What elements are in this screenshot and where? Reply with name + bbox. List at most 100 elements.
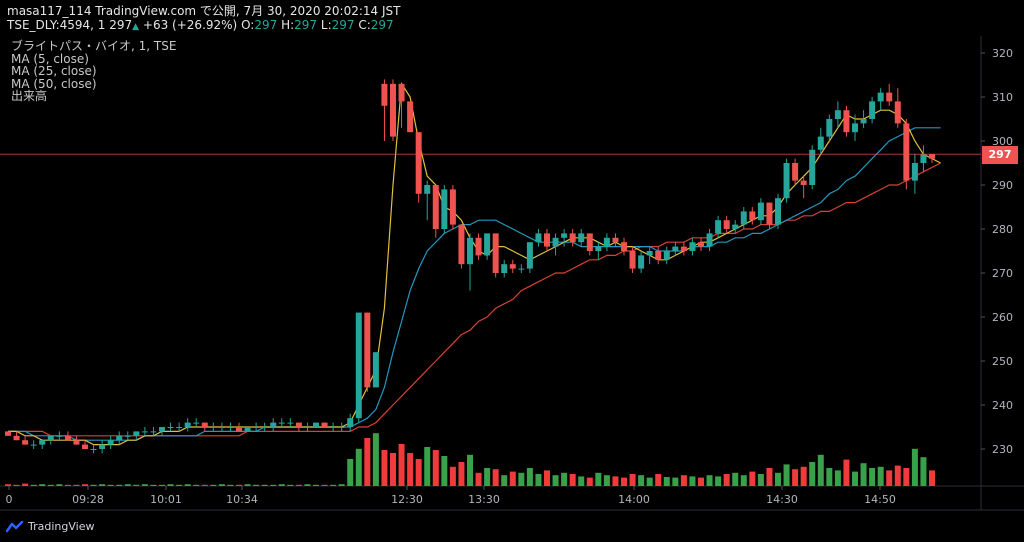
volume-bar bbox=[236, 484, 242, 486]
volume-bar bbox=[355, 448, 362, 486]
candle-body bbox=[30, 444, 37, 446]
candle-body bbox=[347, 418, 354, 427]
volume-bar bbox=[99, 484, 106, 486]
candle-body bbox=[64, 435, 71, 441]
candle-body bbox=[193, 422, 200, 424]
volume-bar bbox=[407, 453, 414, 486]
volume-bar bbox=[732, 472, 739, 486]
price-tick-label: 230 bbox=[992, 443, 1013, 456]
candle-body bbox=[99, 444, 106, 449]
candle-body bbox=[484, 233, 491, 256]
candle-body bbox=[603, 237, 610, 247]
price-tick-label: 300 bbox=[992, 135, 1013, 148]
candle-body bbox=[877, 92, 884, 102]
candle-body bbox=[441, 189, 448, 229]
candle-body bbox=[159, 427, 165, 432]
candle-body bbox=[586, 233, 593, 251]
price-tick-label: 270 bbox=[992, 267, 1013, 280]
volume-bar bbox=[775, 472, 781, 486]
tradingview-brand[interactable]: TradingView bbox=[6, 520, 94, 533]
volume-bar bbox=[141, 484, 148, 486]
volume-bar bbox=[792, 469, 799, 486]
candle-body bbox=[903, 123, 910, 181]
candle-body bbox=[501, 264, 508, 273]
candle-body bbox=[792, 163, 799, 181]
volume-bars bbox=[5, 433, 935, 486]
volume-bar bbox=[201, 484, 208, 486]
volume-bar bbox=[184, 484, 191, 486]
candle-body bbox=[236, 427, 242, 432]
volume-bar bbox=[313, 484, 319, 486]
volume-bar bbox=[800, 466, 807, 486]
candle-body bbox=[458, 224, 465, 265]
candle-body bbox=[920, 154, 927, 163]
legend-ma50[interactable]: MA (50, close) bbox=[11, 76, 97, 91]
volume-bar bbox=[518, 472, 525, 486]
volume-bar bbox=[5, 484, 11, 486]
high-label: H: bbox=[281, 18, 295, 32]
candle-body bbox=[698, 242, 704, 247]
legend-ma5[interactable]: MA (5, close) bbox=[11, 51, 89, 66]
volume-bar bbox=[911, 448, 918, 486]
volume-bar bbox=[30, 484, 37, 486]
volume-bar bbox=[321, 484, 328, 486]
legend-volume[interactable]: 出来高 bbox=[11, 89, 48, 103]
volume-bar bbox=[116, 484, 123, 486]
time-tick-label: 10:01 bbox=[150, 493, 182, 506]
legend-title[interactable]: ブライトパス・バイオ, 1, TSE bbox=[11, 39, 177, 53]
volume-bar bbox=[757, 474, 764, 486]
candle-body bbox=[467, 237, 473, 265]
volume-bar bbox=[740, 475, 747, 486]
volume-bar bbox=[372, 433, 379, 486]
time-tick-label: 14:30 bbox=[766, 493, 798, 506]
volume-bar bbox=[270, 484, 277, 486]
volume-bar bbox=[698, 477, 704, 486]
candle-body bbox=[535, 233, 542, 243]
candle-body bbox=[552, 237, 559, 247]
volume-bar bbox=[680, 475, 687, 486]
candle-body bbox=[218, 427, 225, 428]
candle-body bbox=[629, 251, 636, 269]
volume-bar bbox=[920, 457, 927, 486]
volume-bar bbox=[561, 472, 568, 486]
legend-ma25[interactable]: MA (25, close) bbox=[11, 64, 97, 78]
close-label: C: bbox=[358, 18, 371, 32]
low-label: L: bbox=[320, 18, 332, 32]
volume-bar bbox=[64, 484, 71, 486]
candle-body bbox=[894, 101, 901, 124]
volume-bar bbox=[621, 477, 627, 486]
candle-body bbox=[800, 180, 807, 185]
candle-body bbox=[732, 224, 739, 229]
candle-body bbox=[278, 422, 285, 424]
volume-bar bbox=[484, 468, 491, 486]
volume-bar bbox=[535, 474, 542, 486]
candle-body bbox=[47, 435, 54, 441]
publish-info: masa117_114 TradingView.com で公開, 7月 30, … bbox=[7, 4, 401, 18]
volume-bar bbox=[398, 444, 405, 486]
candle-body bbox=[372, 352, 379, 388]
candle-body bbox=[22, 440, 29, 445]
volume-bar bbox=[278, 484, 285, 486]
candle-body bbox=[5, 431, 11, 436]
candle-body bbox=[321, 422, 328, 427]
candle-body bbox=[13, 435, 20, 441]
candle-body bbox=[210, 427, 217, 428]
volume-bar bbox=[304, 484, 311, 486]
candle-body bbox=[911, 163, 918, 181]
candle-body bbox=[869, 101, 876, 119]
candle-body bbox=[270, 422, 277, 427]
candle-body bbox=[809, 149, 816, 185]
candle-body bbox=[775, 198, 781, 225]
volume-bar bbox=[193, 484, 200, 486]
close-value: 297 bbox=[370, 18, 394, 32]
high-value: 297 bbox=[294, 18, 318, 32]
time-tick-label: 09:28 bbox=[72, 493, 104, 506]
candle-body bbox=[381, 83, 388, 106]
candle-body bbox=[415, 132, 422, 194]
volume-bar bbox=[424, 447, 431, 486]
candle-body bbox=[167, 427, 174, 428]
volume-bar bbox=[475, 472, 482, 486]
volume-bar bbox=[458, 462, 465, 486]
